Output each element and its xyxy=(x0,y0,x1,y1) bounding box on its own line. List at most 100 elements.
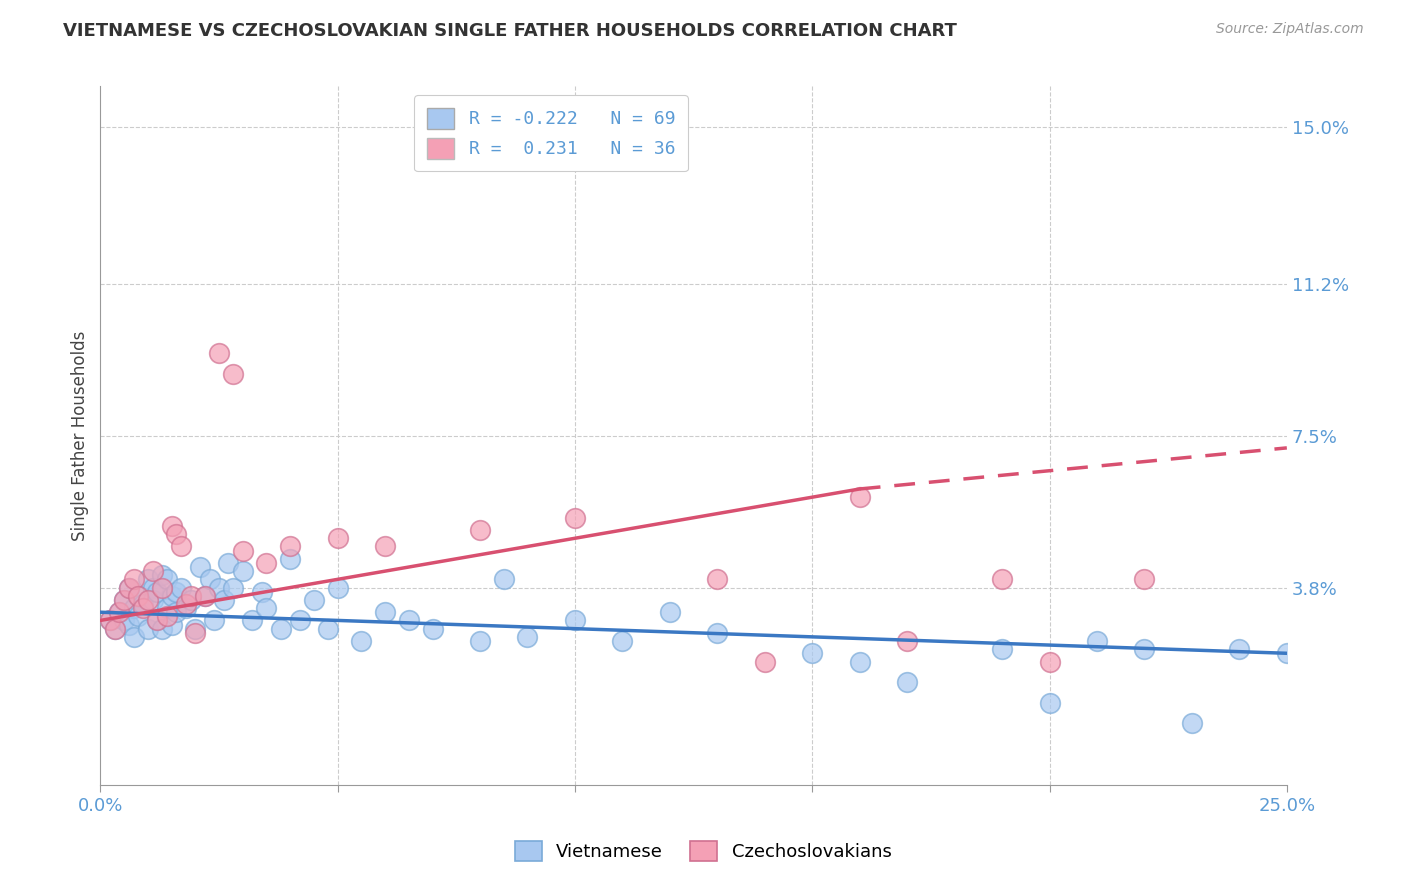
Point xyxy=(612,634,634,648)
Point xyxy=(706,572,728,586)
Point xyxy=(1133,642,1156,657)
Point xyxy=(118,581,141,595)
Point xyxy=(256,601,278,615)
Point xyxy=(160,519,183,533)
Point xyxy=(165,584,187,599)
Point xyxy=(184,622,207,636)
Point xyxy=(240,614,263,628)
Point xyxy=(150,568,173,582)
Point xyxy=(198,572,221,586)
Point xyxy=(184,625,207,640)
Point xyxy=(848,655,870,669)
Point xyxy=(112,593,135,607)
Point xyxy=(127,589,149,603)
Point xyxy=(170,540,193,554)
Point xyxy=(316,622,339,636)
Point xyxy=(103,622,125,636)
Point xyxy=(326,531,349,545)
Point xyxy=(118,581,141,595)
Point xyxy=(256,556,278,570)
Point xyxy=(132,597,155,611)
Point xyxy=(136,572,159,586)
Point xyxy=(222,581,245,595)
Point xyxy=(174,601,197,615)
Point xyxy=(218,556,240,570)
Point xyxy=(706,625,728,640)
Point xyxy=(1275,646,1298,660)
Point xyxy=(146,614,169,628)
Point xyxy=(118,617,141,632)
Point xyxy=(288,614,311,628)
Point xyxy=(208,346,231,360)
Point xyxy=(222,367,245,381)
Point xyxy=(658,605,681,619)
Point xyxy=(103,622,125,636)
Point xyxy=(468,523,491,537)
Point xyxy=(848,490,870,504)
Point xyxy=(896,634,918,648)
Point xyxy=(232,543,254,558)
Point xyxy=(422,622,444,636)
Point xyxy=(98,614,121,628)
Y-axis label: Single Father Households: Single Father Households xyxy=(72,330,89,541)
Point xyxy=(146,614,169,628)
Point xyxy=(991,642,1014,657)
Point xyxy=(180,593,202,607)
Point xyxy=(150,581,173,595)
Point xyxy=(122,630,145,644)
Point xyxy=(142,564,165,578)
Point xyxy=(98,614,121,628)
Point xyxy=(278,551,301,566)
Point xyxy=(174,597,197,611)
Point xyxy=(170,581,193,595)
Point xyxy=(326,581,349,595)
Point xyxy=(350,634,373,648)
Point xyxy=(165,527,187,541)
Point xyxy=(202,614,225,628)
Text: VIETNAMESE VS CZECHOSLOVAKIAN SINGLE FATHER HOUSEHOLDS CORRELATION CHART: VIETNAMESE VS CZECHOSLOVAKIAN SINGLE FAT… xyxy=(63,22,957,40)
Point xyxy=(1133,572,1156,586)
Point xyxy=(250,584,273,599)
Point xyxy=(208,581,231,595)
Point xyxy=(468,634,491,648)
Point xyxy=(492,572,515,586)
Point xyxy=(156,572,179,586)
Point xyxy=(165,605,187,619)
Point xyxy=(122,601,145,615)
Point xyxy=(127,609,149,624)
Point xyxy=(1085,634,1108,648)
Legend: Vietnamese, Czechoslovakians: Vietnamese, Czechoslovakians xyxy=(502,828,904,874)
Point xyxy=(754,655,776,669)
Point xyxy=(1038,696,1060,710)
Point xyxy=(374,540,396,554)
Point xyxy=(112,614,135,628)
Point xyxy=(146,584,169,599)
Point xyxy=(302,593,325,607)
Point xyxy=(232,564,254,578)
Point xyxy=(212,593,235,607)
Point xyxy=(142,581,165,595)
Point xyxy=(160,617,183,632)
Point xyxy=(188,560,211,574)
Point xyxy=(122,572,145,586)
Legend: R = -0.222   N = 69, R =  0.231   N = 36: R = -0.222 N = 69, R = 0.231 N = 36 xyxy=(415,95,688,171)
Point xyxy=(398,614,420,628)
Point xyxy=(194,589,217,603)
Point xyxy=(108,605,131,619)
Point xyxy=(160,589,183,603)
Point xyxy=(150,622,173,636)
Point xyxy=(1038,655,1060,669)
Point xyxy=(991,572,1014,586)
Point xyxy=(180,589,202,603)
Point xyxy=(1227,642,1250,657)
Point xyxy=(516,630,538,644)
Text: Source: ZipAtlas.com: Source: ZipAtlas.com xyxy=(1216,22,1364,37)
Point xyxy=(112,593,135,607)
Point xyxy=(156,609,179,624)
Point xyxy=(194,589,217,603)
Point xyxy=(374,605,396,619)
Point xyxy=(127,589,149,603)
Point xyxy=(801,646,824,660)
Point xyxy=(136,593,159,607)
Point xyxy=(132,601,155,615)
